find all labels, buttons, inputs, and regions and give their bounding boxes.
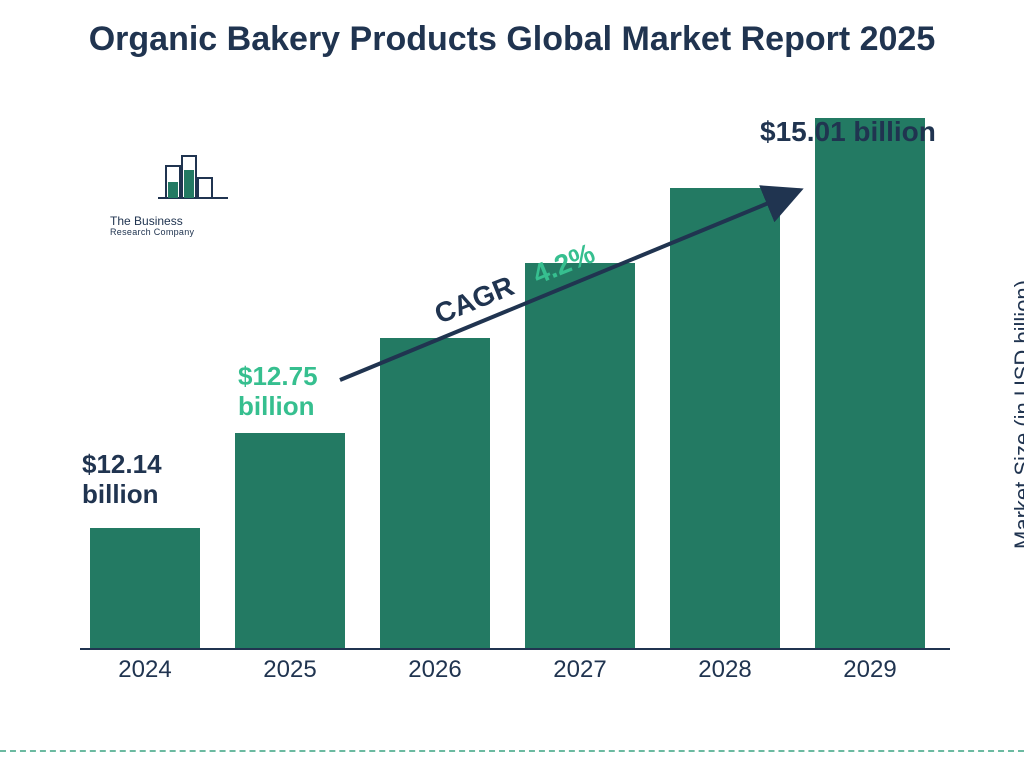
x-tick-label: 2028	[665, 656, 785, 684]
bar	[670, 188, 780, 648]
value-label: $12.75billion	[238, 362, 318, 422]
x-tick-label: 2024	[85, 656, 205, 684]
chart-plot-area: 2024 2025 2026 2027 2028 2029	[80, 150, 950, 690]
y-axis-label: Market Size (in USD billion)	[1010, 280, 1024, 549]
value-label: $15.01 billion	[760, 116, 936, 148]
x-tick-label: 2027	[520, 656, 640, 684]
footer-dash-line	[0, 750, 1024, 752]
x-tick-label: 2029	[810, 656, 930, 684]
bar	[815, 118, 925, 648]
chart-title: Organic Bakery Products Global Market Re…	[0, 20, 1024, 59]
bar	[525, 263, 635, 648]
bar	[235, 433, 345, 648]
x-tick-label: 2025	[230, 656, 350, 684]
bar	[90, 528, 200, 648]
x-tick-label: 2026	[375, 656, 495, 684]
chart-baseline	[80, 648, 950, 650]
value-label: $12.14billion	[82, 450, 162, 510]
bar	[380, 338, 490, 648]
